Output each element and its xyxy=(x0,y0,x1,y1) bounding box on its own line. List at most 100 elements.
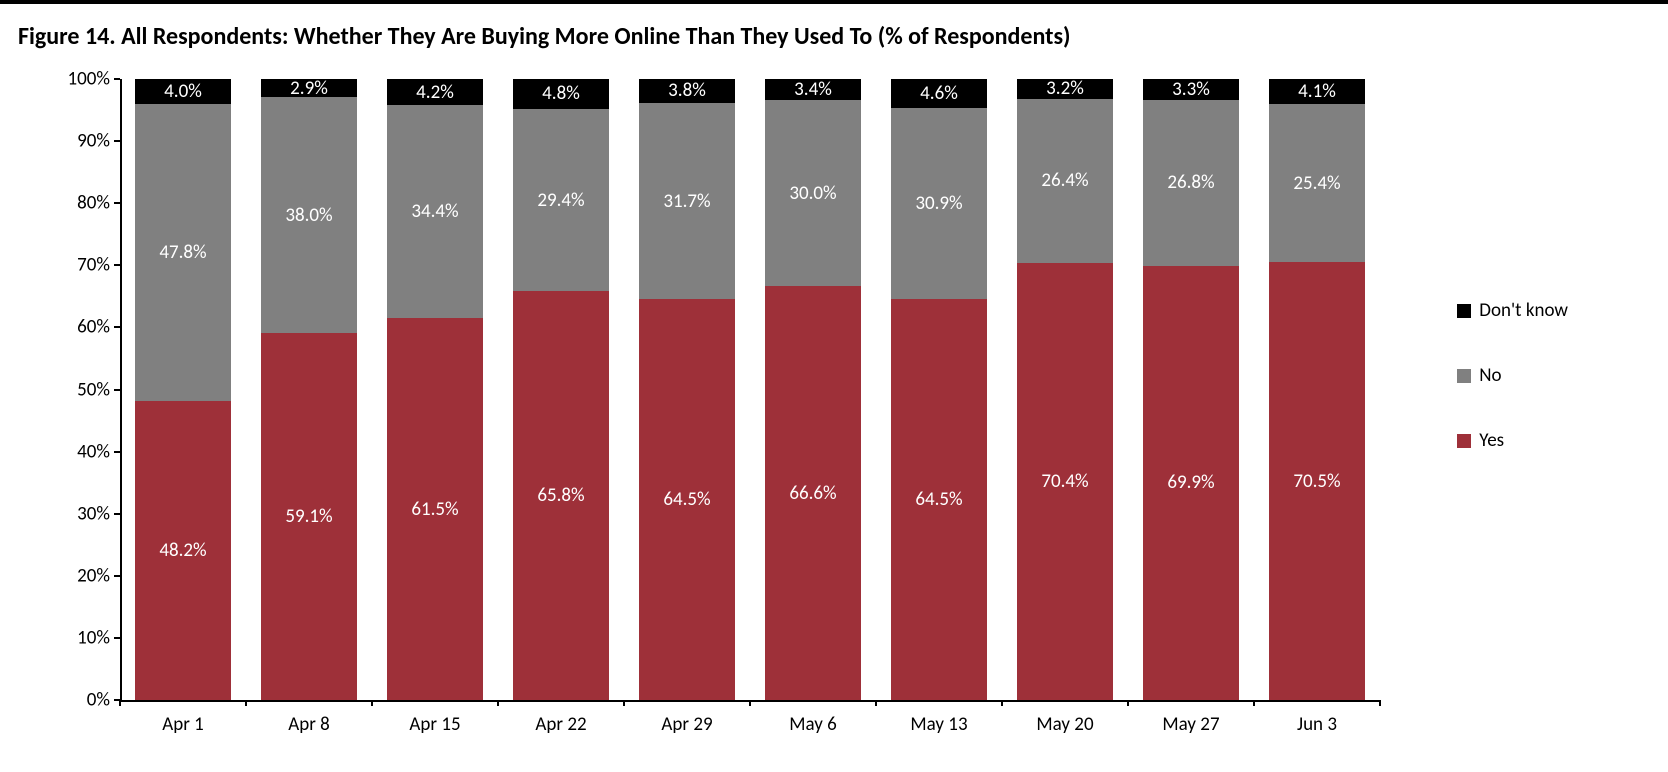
chart-area: 0%10%20%30%40%50%60%70%80%90%100%48.2%47… xyxy=(60,79,1628,732)
bar-segment-yes: 64.5% xyxy=(639,299,735,700)
bar-segment-label: 59.1% xyxy=(285,505,332,528)
legend: Don't know No Yes xyxy=(1457,299,1568,452)
y-tick-label: 60% xyxy=(60,316,110,339)
bar-segment-dont_know: 2.9% xyxy=(261,79,357,97)
x-tick-label: May 27 xyxy=(1128,713,1254,736)
bar-segment-label: 4.6% xyxy=(920,82,958,105)
bar-group: 70.4% 26.4% 3.2% xyxy=(1017,79,1113,700)
x-tick-label: Apr 22 xyxy=(498,713,624,736)
x-tick-label: Apr 1 xyxy=(120,713,246,736)
legend-item-yes: Yes xyxy=(1457,429,1568,452)
bar-segment-label: 65.8% xyxy=(537,484,584,507)
legend-swatch-dontknow xyxy=(1457,304,1471,318)
bar-group: 65.8% 29.4% 4.8% xyxy=(513,79,609,700)
y-tick-label: 30% xyxy=(60,502,110,525)
bar-segment-yes: 59.1% xyxy=(261,333,357,700)
bar-segment-yes: 70.5% xyxy=(1269,262,1365,700)
bar-segment-label: 30.9% xyxy=(915,192,962,215)
bar-segment-no: 38.0% xyxy=(261,97,357,333)
bar-segment-label: 3.2% xyxy=(1046,77,1084,100)
bar-segment-yes: 64.5% xyxy=(891,299,987,700)
y-tick-label: 80% xyxy=(60,192,110,215)
y-tick-label: 10% xyxy=(60,626,110,649)
bar-segment-dont_know: 4.8% xyxy=(513,79,609,109)
bar-segment-label: 64.5% xyxy=(663,488,710,511)
bar-segment-no: 30.0% xyxy=(765,100,861,286)
bar-segment-no: 25.4% xyxy=(1269,104,1365,262)
bar-segment-label: 25.4% xyxy=(1293,172,1340,195)
bar-segment-no: 30.9% xyxy=(891,108,987,300)
bar-segment-yes: 48.2% xyxy=(135,401,231,700)
bar-segment-label: 4.2% xyxy=(416,81,454,104)
bar-segment-label: 4.1% xyxy=(1298,80,1336,103)
bar-segment-dont_know: 4.0% xyxy=(135,79,231,104)
y-tick-label: 70% xyxy=(60,254,110,277)
bar-segment-label: 38.0% xyxy=(285,204,332,227)
bar-segment-no: 26.8% xyxy=(1143,100,1239,266)
legend-label-dontknow: Don't know xyxy=(1479,299,1568,322)
bar-segment-no: 31.7% xyxy=(639,103,735,300)
bar-segment-dont_know: 3.2% xyxy=(1017,79,1113,99)
bar-segment-label: 26.4% xyxy=(1041,169,1088,192)
bar-group: 70.5% 25.4% 4.1% xyxy=(1269,79,1365,700)
legend-label-yes: Yes xyxy=(1479,429,1504,452)
y-tick-label: 100% xyxy=(60,68,110,91)
x-tick-label: May 6 xyxy=(750,713,876,736)
bar-segment-dont_know: 4.6% xyxy=(891,79,987,108)
bar-group: 66.6% 30.0% 3.4% xyxy=(765,79,861,700)
bar-segment-no: 29.4% xyxy=(513,109,609,292)
bar-segment-label: 69.9% xyxy=(1167,471,1214,494)
bar-segment-dont_know: 4.2% xyxy=(387,79,483,105)
legend-item-no: No xyxy=(1457,364,1568,387)
x-tick-label: Apr 29 xyxy=(624,713,750,736)
bar-segment-label: 26.8% xyxy=(1167,171,1214,194)
bar-segment-yes: 69.9% xyxy=(1143,266,1239,700)
y-tick-label: 40% xyxy=(60,440,110,463)
y-tick-label: 20% xyxy=(60,564,110,587)
bar-segment-dont_know: 3.8% xyxy=(639,79,735,103)
bar-segment-no: 26.4% xyxy=(1017,99,1113,263)
x-axis-labels: Apr 1Apr 8Apr 15Apr 22Apr 29May 6May 13M… xyxy=(120,713,1380,736)
bar-group: 61.5% 34.4% 4.2% xyxy=(387,79,483,700)
bar-segment-label: 47.8% xyxy=(159,241,206,264)
bar-segment-label: 34.4% xyxy=(411,200,458,223)
bar-group: 64.5% 31.7% 3.8% xyxy=(639,79,735,700)
bar-segment-dont_know: 4.1% xyxy=(1269,79,1365,104)
bar-group: 69.9% 26.8% 3.3% xyxy=(1143,79,1239,700)
bar-segment-label: 66.6% xyxy=(789,482,836,505)
bar-segment-label: 64.5% xyxy=(915,488,962,511)
plot-area: 0%10%20%30%40%50%60%70%80%90%100%48.2%47… xyxy=(120,79,1380,702)
bar-segment-label: 3.8% xyxy=(668,79,706,102)
bar-group: 59.1% 38.0% 2.9% xyxy=(261,79,357,700)
bar-segment-yes: 66.6% xyxy=(765,286,861,700)
bar-segment-yes: 61.5% xyxy=(387,318,483,700)
bar-segment-yes: 65.8% xyxy=(513,291,609,700)
bar-segment-label: 4.8% xyxy=(542,82,580,105)
bar-segment-label: 48.2% xyxy=(159,539,206,562)
bar-segment-label: 31.7% xyxy=(663,190,710,213)
bar-segment-label: 30.0% xyxy=(789,182,836,205)
x-tick-label: May 13 xyxy=(876,713,1002,736)
x-tick-label: Apr 15 xyxy=(372,713,498,736)
bar-segment-label: 3.4% xyxy=(794,78,832,101)
bar-segment-dont_know: 3.3% xyxy=(1143,79,1239,99)
y-tick-label: 50% xyxy=(60,378,110,401)
bar-segment-label: 2.9% xyxy=(290,77,328,100)
legend-item-dontknow: Don't know xyxy=(1457,299,1568,322)
bar-group: 64.5% 30.9% 4.6% xyxy=(891,79,987,700)
bar-segment-no: 34.4% xyxy=(387,105,483,318)
bar-segment-label: 70.4% xyxy=(1041,470,1088,493)
legend-swatch-yes xyxy=(1457,434,1471,448)
bar-segment-yes: 70.4% xyxy=(1017,263,1113,700)
y-tick-label: 0% xyxy=(60,689,110,712)
bar-segment-label: 61.5% xyxy=(411,498,458,521)
bar-segment-label: 70.5% xyxy=(1293,470,1340,493)
bar-segment-label: 4.0% xyxy=(164,80,202,103)
chart-container: Figure 14. All Respondents: Whether They… xyxy=(0,0,1668,772)
x-tick-label: May 20 xyxy=(1002,713,1128,736)
x-tick-label: Jun 3 xyxy=(1254,713,1380,736)
bar-segment-label: 3.3% xyxy=(1172,78,1210,101)
chart-title: Figure 14. All Respondents: Whether They… xyxy=(0,4,1668,51)
bar-segment-no: 47.8% xyxy=(135,104,231,401)
bar-segment-label: 29.4% xyxy=(537,189,584,212)
